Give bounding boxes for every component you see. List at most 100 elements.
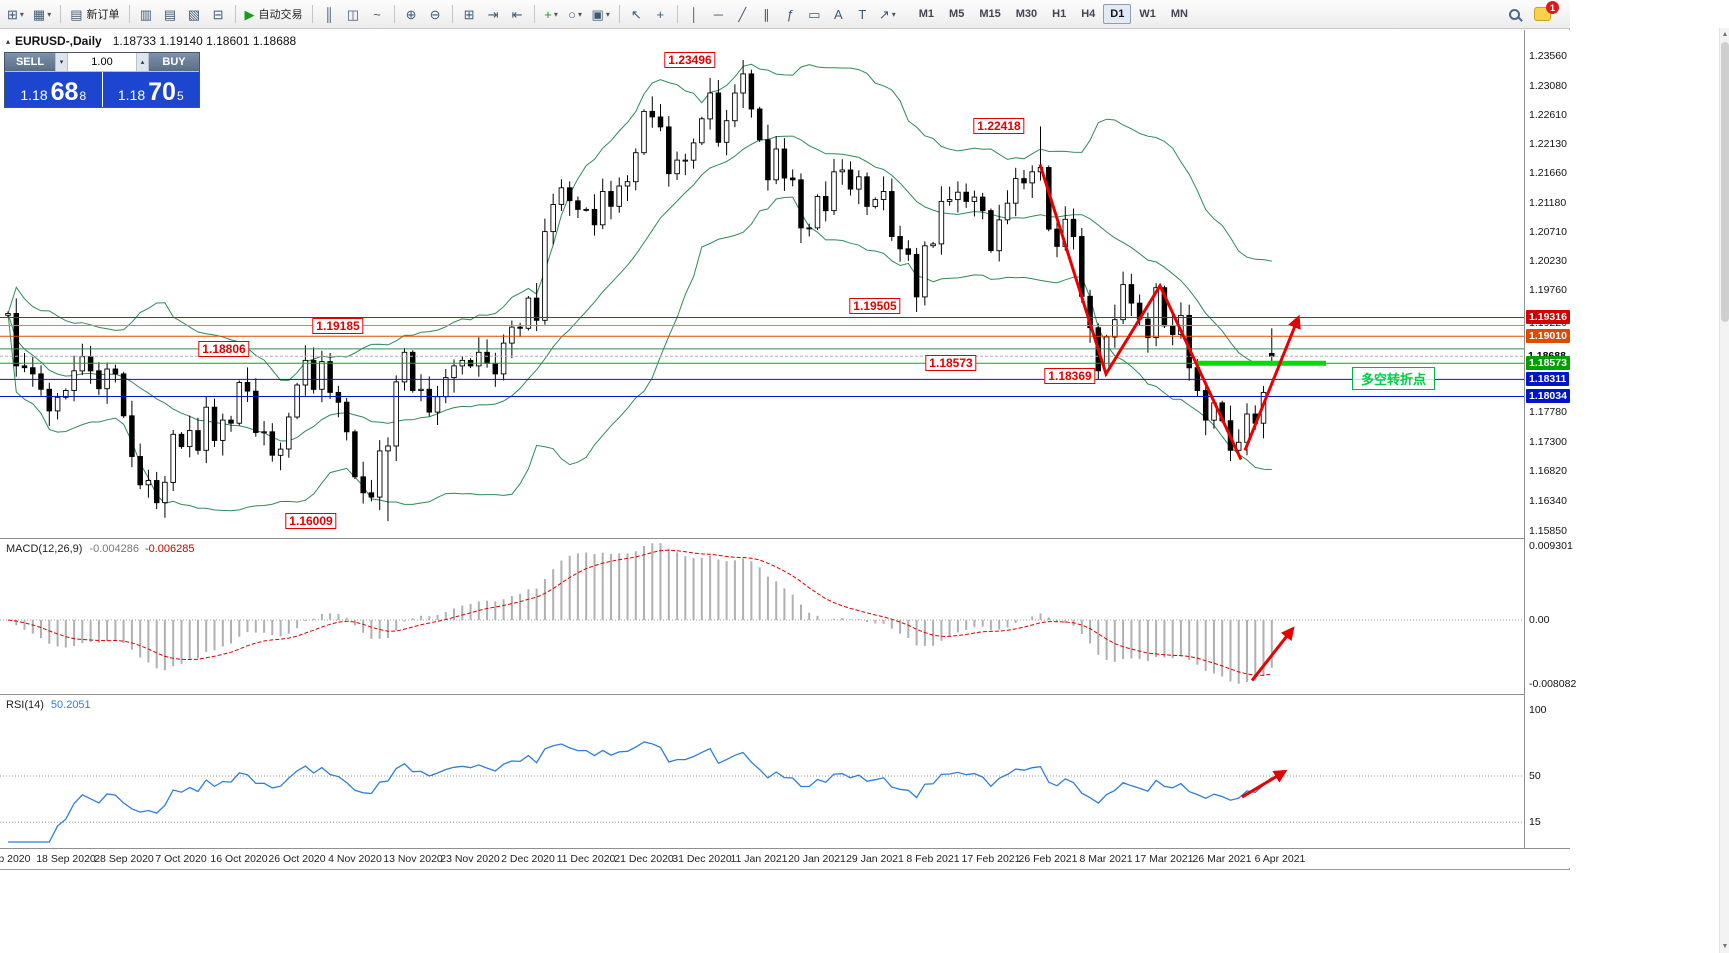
price-line-tag: 1.19316 [1526,310,1570,324]
date-axis-label: 4 Nov 2020 [328,853,382,865]
auto-scroll-button[interactable]: ⇥ [482,3,505,25]
price-scale-tick: 1.23560 [1529,50,1567,62]
chart-candles-button[interactable]: ◫ [342,3,365,25]
periods-button[interactable]: ○ ▾ [564,3,587,25]
rsi-pane[interactable] [0,695,1524,848]
timeframe-button-m15[interactable]: M15 [979,8,1001,20]
shapes-button[interactable]: ▭ [803,3,826,25]
crosshair-button[interactable]: + [649,3,672,25]
templates-button[interactable]: ▣ ▾ [588,3,614,25]
notifications-icon[interactable]: 1 [1534,1,1559,21]
templates-icon: ▣ [591,6,604,22]
data-window-button[interactable]: ▤ [159,3,182,25]
timeframe-toolbar: M1 M5 M15 M30 H1 H4 D1 W1 MN [912,4,1195,24]
lot-size-input[interactable] [68,53,136,71]
trendline-button[interactable]: ╱ [731,3,754,25]
scrollbar-up-icon[interactable]: ▲ [1721,31,1729,38]
macd-scale-label: 0.00 [1529,614,1550,626]
macd-signal-line [7,549,1272,676]
price-annotations-layer: 多空转折点 1.23496 1.22418 1.19505 1.19185 1.1880… [0,30,1524,538]
price-label-box[interactable]: 1.18369 [1044,368,1096,384]
cursor-button[interactable]: ↖ [625,3,648,25]
toolbar-separator [533,5,535,23]
market-watch-button[interactable]: ▥ [135,3,158,25]
new-chart-button[interactable]: ⊞ ▾ [3,3,28,25]
search-icon[interactable] [1509,8,1520,20]
date-axis-label: 18 Sep 2020 [36,853,96,865]
text-button[interactable]: A [827,3,850,25]
buy-button[interactable]: BUY [149,53,199,71]
timeframe-button-mn[interactable]: MN [1170,8,1188,20]
notification-badge: 1 [1546,1,1559,14]
timeframe-button-d1[interactable]: D1 [1103,4,1132,24]
new-order-button[interactable]: ▤ 新订单 [66,3,123,25]
timeframe-button-m5[interactable]: M5 [949,8,965,20]
profiles-button[interactable]: ▦ ▾ [29,3,55,25]
zoom-in-button[interactable]: ⊕ [400,3,423,25]
indicators-button[interactable]: + ▾ [540,3,563,25]
chart-shift-button[interactable]: ⇤ [506,3,529,25]
lot-increase-button[interactable]: ▴ [136,53,149,71]
price-label-box[interactable]: 1.19505 [849,298,901,314]
turning-point-annotation[interactable]: 多空转折点 [1352,367,1436,390]
price-chart-pane[interactable] [0,30,1524,538]
tile-windows-button[interactable]: ⊞ [458,3,481,25]
price-label-box[interactable]: 1.16009 [285,513,337,529]
price-label-box[interactable]: 1.18806 [198,341,250,357]
price-label-box[interactable]: 1.18573 [925,355,977,371]
horizontal-line-button[interactable]: ─ [707,3,730,25]
price-scale[interactable]: 1.23560 1.23080 1.22610 1.22130 1.21660 1.211… [1524,30,1576,848]
scrollbar-down-icon[interactable]: ▼ [1721,943,1729,950]
autotrading-button[interactable]: ▶ 自动交易 [241,3,307,25]
page-scrollbar[interactable]: ▲ ▼ [1719,28,1729,953]
macd-pane[interactable] [0,539,1524,694]
sell-price-big: 1.18 [20,87,48,103]
autotrading-label: 自动交易 [258,9,303,21]
sell-price-display[interactable]: 1.18 68 8 [5,72,102,107]
timeframe-button-m1[interactable]: M1 [918,8,935,20]
price-label-box[interactable]: 1.23496 [664,52,716,68]
chevron-down-icon: ▾ [891,9,896,19]
chart-bars-button[interactable]: ║ [318,3,341,25]
pane-splitter-rsi[interactable] [0,694,1570,695]
channel-button[interactable]: ∥ [755,3,778,25]
date-axis-label: 8 Mar 2021 [1079,853,1133,865]
scrollbar-thumb[interactable] [1721,42,1729,322]
up-trend-arrow[interactable] [1243,314,1301,451]
timeframe-button-h4[interactable]: H4 [1081,8,1096,20]
toolbar-separator [60,5,62,23]
lot-decrease-button[interactable]: ▾ [55,53,68,71]
price-label-box[interactable]: 1.19185 [312,318,364,334]
zoom-out-button[interactable]: ⊖ [424,3,447,25]
text-label-icon: T [858,6,867,22]
price-scale-tick: 1.20710 [1529,226,1567,238]
rsi-header: RSI(14) 50.2051 [6,699,91,711]
chart-line-button[interactable]: ~ [366,3,389,25]
trendline-icon: ╱ [738,6,747,22]
toolbar-separator [128,5,130,23]
timeframe-button-h1[interactable]: H1 [1052,8,1067,20]
price-scale-tick: 1.20230 [1529,255,1567,267]
sell-price-main: 68 [50,77,79,106]
pane-splitter-macd[interactable] [0,538,1570,539]
horizontal-lines[interactable] [0,317,1524,397]
chart-symbol-title: EURUSD-,Daily [15,34,102,48]
sell-button[interactable]: SELL [5,53,55,71]
rsi-up-arrow[interactable] [1241,769,1288,799]
toolbar-buttons: ⊞ ▾ ▦ ▾ ▤ 新订单 ▥ ▤ ▧ ⊟ ▶ 自动交易 ║ ◫ ~ ⊕ ⊖ ⊞ ⇥ ⇤ + ▾ ○ ▾ ▣ ▾ ↖ + │ ─ ╱ ∥ ƒ ▭ A… [3,3,900,25]
profiles-icon: ▦ [32,6,46,22]
terminal-button[interactable]: ⊟ [207,3,230,25]
text-label-button[interactable]: T [851,3,874,25]
navigator-button[interactable]: ▧ [183,3,206,25]
timeframe-button-w1[interactable]: W1 [1139,8,1156,20]
arrows-button[interactable]: ↗ ▾ [875,3,900,25]
price-label-box[interactable]: 1.22418 [973,118,1025,134]
vertical-line-button[interactable]: │ [683,3,706,25]
timeframe-button-m30[interactable]: M30 [1015,8,1038,20]
macd-up-arrow[interactable] [1250,626,1295,682]
price-scale-tick: 1.21660 [1529,167,1567,179]
buy-price-display[interactable]: 1.18 70 5 [102,72,199,107]
trend-zigzag[interactable] [1038,163,1243,461]
fibonacci-button[interactable]: ƒ [779,3,802,25]
